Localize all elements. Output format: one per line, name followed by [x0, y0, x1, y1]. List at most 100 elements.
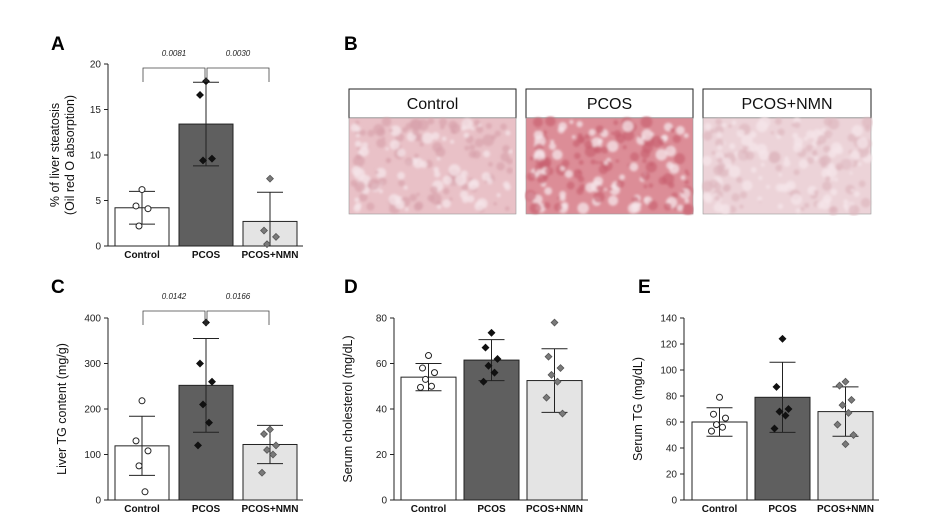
data-point	[425, 352, 432, 360]
data-point	[722, 414, 729, 422]
data-point	[263, 240, 271, 249]
histology-title-box-pcos-nmn	[702, 88, 872, 119]
histology-pcos: PCOS	[524, 88, 694, 216]
data-point	[202, 318, 210, 327]
histology-image-control	[348, 116, 517, 215]
category-label-pcos-nmn: PCOS+NMN	[817, 504, 874, 515]
data-point	[716, 393, 723, 401]
data-point	[710, 410, 717, 418]
data-point	[849, 431, 858, 439]
panel-letter-c: C	[51, 277, 65, 298]
data-point	[841, 377, 850, 386]
significance-bracket	[142, 67, 206, 82]
y-tick-label: 0	[381, 496, 387, 507]
chart-liver-tg: 0 100 200 300 400 Liver TG content (mg/g) Cont…	[55, 292, 303, 515]
data-point	[138, 186, 146, 194]
chart-serum-cholesterol: 0 20 40 60 80 Serum cholesterol (mg/dL) Contro…	[341, 314, 588, 515]
y-axis-label: Serum TG (mg/dL)	[631, 357, 645, 461]
data-point	[481, 343, 490, 352]
y-tick-label: 0	[95, 496, 101, 507]
data-point	[144, 205, 152, 213]
histology-title-box-control	[348, 88, 517, 119]
data-point	[550, 318, 559, 327]
significance-bracket	[142, 310, 206, 325]
y-tick-label: 100	[84, 450, 101, 461]
data-point	[844, 408, 853, 417]
data-point	[260, 430, 268, 438]
data-point	[132, 202, 140, 210]
data-point	[196, 90, 204, 99]
data-point	[417, 383, 424, 391]
data-point	[772, 382, 781, 391]
data-point	[266, 174, 274, 183]
panel-letter-d: D	[344, 277, 358, 298]
category-label-pcos-nmn: PCOS+NMN	[526, 504, 583, 515]
data-point	[208, 377, 216, 386]
y-axis-label: Serum cholesterol (mg/dL)	[341, 335, 355, 482]
data-point	[132, 437, 140, 445]
histology-control: Control	[348, 88, 517, 215]
y-tick-label: 5	[95, 196, 101, 207]
data-point	[205, 418, 213, 427]
histology-image-pcos	[524, 115, 694, 216]
histology-panel: Control PCOS PCOS+NMN	[348, 88, 873, 216]
data-point	[135, 222, 143, 230]
data-point	[833, 420, 842, 429]
p-value-label: 0.0081	[162, 49, 186, 58]
significance-bracket	[206, 67, 270, 82]
data-point	[196, 359, 204, 368]
data-point	[542, 393, 551, 402]
y-tick-label: 120	[660, 340, 677, 351]
y-tick-label: 20	[666, 470, 678, 481]
data-point	[770, 424, 779, 433]
data-point	[484, 361, 493, 370]
category-label-control: Control	[124, 504, 160, 515]
y-tick-label: 60	[666, 418, 678, 429]
histology-texture	[524, 115, 694, 216]
category-label-control: Control	[702, 504, 738, 515]
category-label-pcos: PCOS	[192, 504, 221, 515]
data-point	[553, 377, 562, 386]
y-tick-label: 140	[660, 314, 677, 325]
category-label-control: Control	[411, 504, 447, 515]
data-point	[422, 375, 429, 383]
y-tick-label: 40	[376, 405, 388, 416]
data-point	[778, 334, 787, 343]
data-point	[487, 328, 496, 337]
data-point	[258, 468, 266, 477]
panel-letter-b: B	[344, 34, 358, 55]
histology-image-pcos-nmn	[701, 116, 873, 216]
data-point	[202, 77, 210, 86]
category-label-pcos: PCOS	[768, 504, 797, 515]
y-tick-label: 80	[376, 314, 388, 325]
data-point	[138, 397, 146, 405]
p-value-label: 0.0142	[162, 292, 187, 301]
data-point	[428, 382, 435, 390]
histology-title-pcos: PCOS	[587, 96, 632, 113]
y-tick-label: 200	[84, 405, 101, 416]
data-point	[841, 440, 850, 449]
bar-control	[400, 376, 457, 501]
data-point	[544, 352, 553, 361]
panel-letter-a: A	[51, 34, 65, 55]
data-point	[263, 445, 271, 454]
data-point	[272, 232, 280, 241]
category-label-pcos-nmn: PCOS+NMN	[242, 250, 299, 261]
data-point	[784, 405, 793, 413]
y-tick-label: 0	[95, 242, 101, 253]
histology-texture	[350, 116, 513, 215]
data-point	[835, 381, 844, 390]
data-point	[141, 488, 149, 496]
data-point	[847, 395, 856, 404]
category-label-pcos: PCOS	[477, 504, 506, 515]
data-point	[781, 411, 790, 420]
data-point	[208, 154, 216, 163]
data-point	[431, 369, 438, 377]
category-label-pcos: PCOS	[192, 250, 221, 261]
data-point	[838, 401, 847, 410]
data-point	[713, 421, 720, 429]
data-point	[479, 377, 488, 386]
histology-pcos-nmn: PCOS+NMN	[701, 88, 873, 216]
data-point	[558, 409, 567, 418]
